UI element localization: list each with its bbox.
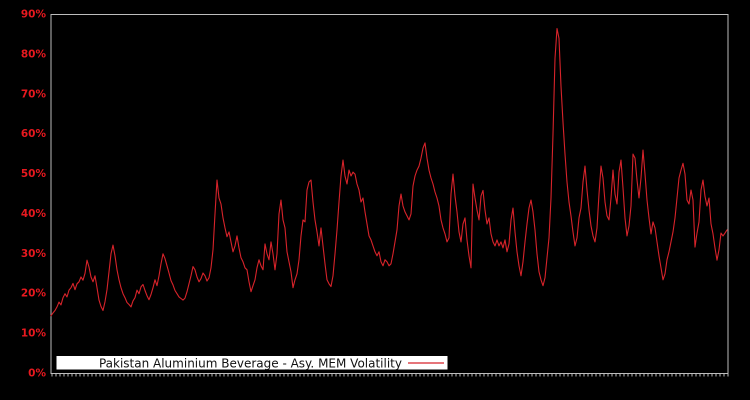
y-axis-tick-labels: 0% 10% 20% 30% 40% 50% 60% 70% 80% 90% [21,9,47,380]
y-tick-label: 10% [21,328,47,340]
y-tick-label: 60% [21,128,47,140]
y-tick-label: 0% [28,368,46,380]
y-tick-label: 30% [21,248,47,260]
x-axis-ticks [51,374,729,377]
y-tick-label: 50% [21,168,47,180]
legend: Pakistan Aluminium Beverage - Asy. MEM V… [55,355,449,371]
plot-border [50,14,729,374]
y-tick-label: 20% [21,288,47,300]
y-tick-label: 40% [21,208,47,220]
legend-box [55,355,449,371]
y-tick-label: 70% [21,88,47,100]
y-tick-label: 90% [21,9,47,21]
volatility-line [50,27,728,317]
legend-label: Pakistan Aluminium Beverage - Asy. MEM V… [99,356,402,370]
y-tick-label: 80% [21,48,47,60]
